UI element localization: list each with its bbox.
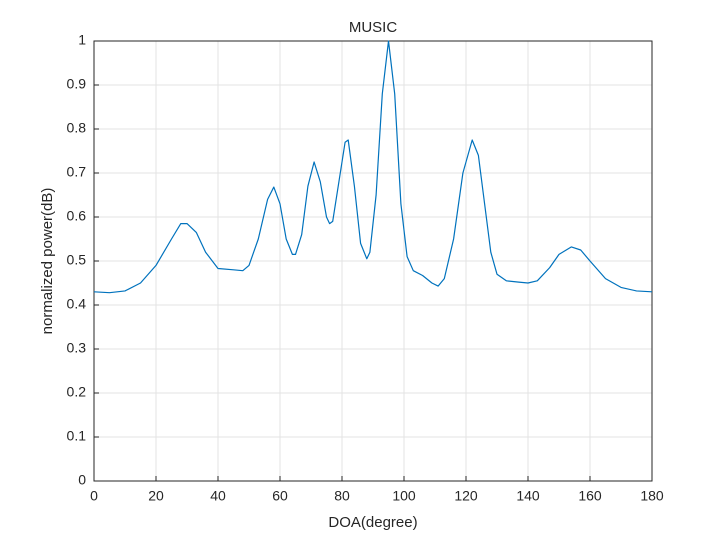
y-tick-label: 0.1 [67,428,87,444]
x-tick-label: 120 [454,488,478,504]
x-tick-label: 80 [334,488,350,504]
y-axis-label: normalized power(dB) [39,188,56,335]
y-tick-label: 0.4 [67,296,87,312]
y-tick-label: 0 [78,472,86,488]
y-tick-label: 0.5 [67,252,87,268]
y-tick-label: 0.6 [67,208,87,224]
data-line [93,40,653,294]
y-tick-label: 0.7 [67,164,87,180]
x-tick-label: 0 [90,488,98,504]
axes-box [93,40,653,482]
x-tick-label: 40 [210,488,226,504]
x-tick-label: 100 [392,488,416,504]
y-tick-label: 1 [78,32,86,48]
x-axis-label: DOA(degree) [328,514,417,531]
chart-title: MUSIC [349,19,398,36]
y-tick-label: 0.2 [67,384,87,400]
y-tick-label: 0.8 [67,120,87,136]
x-tick-label: 180 [640,488,664,504]
x-tick-label: 20 [148,488,164,504]
x-tick-label: 140 [516,488,540,504]
x-tick-label: 60 [272,488,288,504]
y-tick-label: 0.3 [67,340,87,356]
x-tick-label: 160 [578,488,602,504]
y-tick-label: 0.9 [67,76,87,92]
